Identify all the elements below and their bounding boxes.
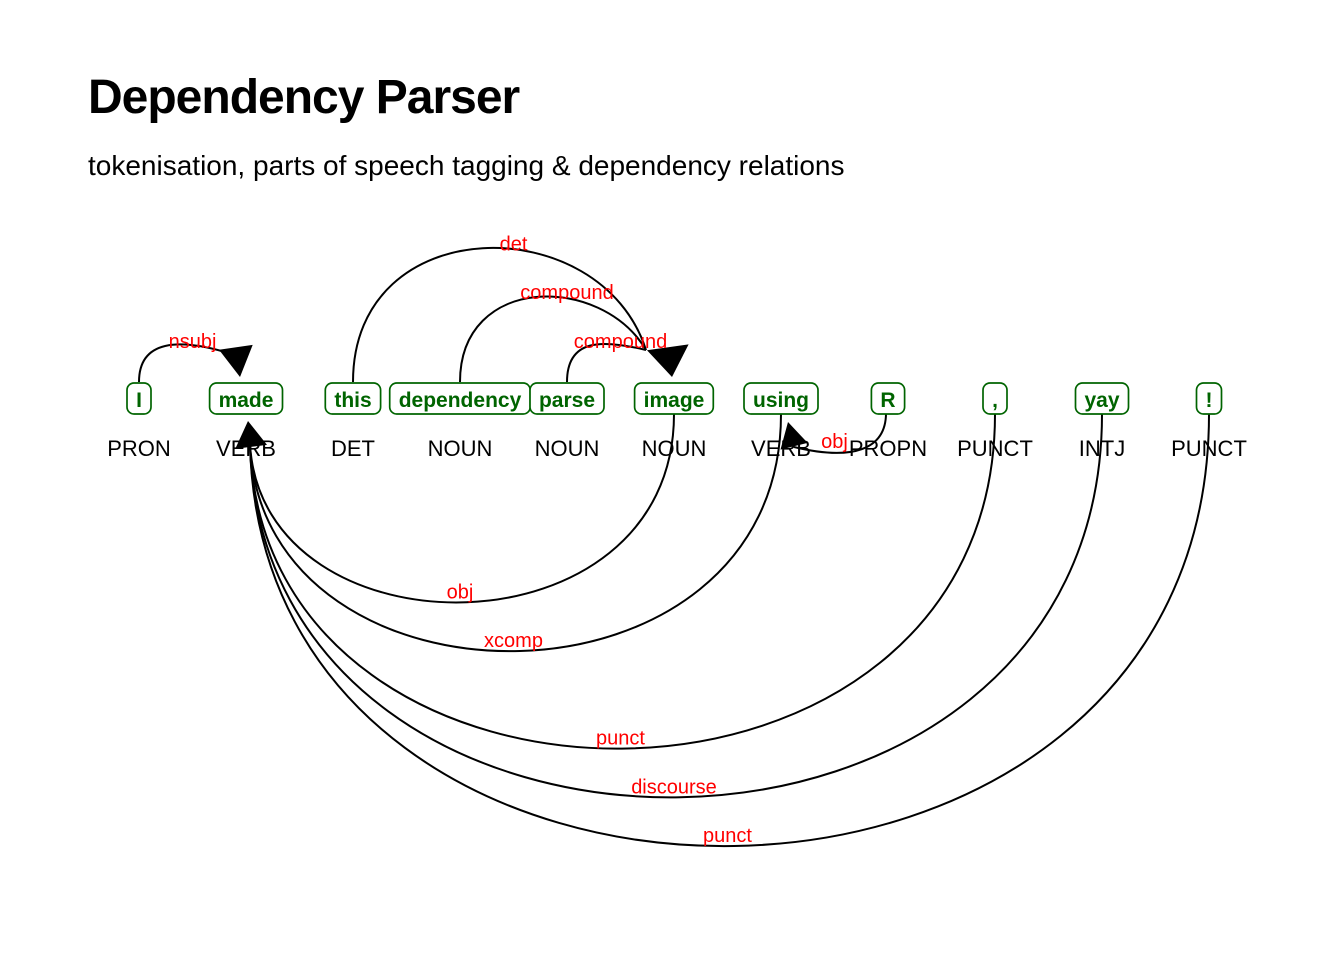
token-box xyxy=(743,382,819,415)
pos-tag: NOUN xyxy=(428,436,493,461)
token-text: R xyxy=(880,389,895,412)
pos-tag: INTJ xyxy=(1079,436,1125,461)
pos-tag: PROPN xyxy=(849,436,927,461)
pos-tag: DET xyxy=(331,436,375,461)
relation-label: compound xyxy=(520,282,613,304)
token-box xyxy=(982,382,1008,415)
relation-label: discourse xyxy=(631,776,717,798)
arc-layer xyxy=(138,247,1210,847)
arrowhead xyxy=(647,344,689,377)
relation-label: compound xyxy=(574,331,667,353)
token-box xyxy=(208,382,284,415)
token-text: parse xyxy=(539,389,595,412)
relation-label: obj xyxy=(821,431,848,453)
arrowhead xyxy=(235,421,267,449)
token-text: this xyxy=(334,389,371,412)
pos-tag: PUNCT xyxy=(1171,436,1247,461)
token-box xyxy=(633,382,715,415)
pos-tag: NOUN xyxy=(535,436,600,461)
token-text: dependency xyxy=(399,389,522,412)
dependency-arc-xcomp xyxy=(249,413,782,652)
dependency-arc-nsubj xyxy=(138,343,226,383)
token-box xyxy=(870,382,906,415)
token-text: I xyxy=(136,389,142,412)
arrowhead xyxy=(219,344,253,377)
relation-label: xcomp xyxy=(484,630,543,652)
relation-label: obj xyxy=(447,581,474,603)
dependency-arc-compound xyxy=(566,342,647,383)
pos-tag: PUNCT xyxy=(957,436,1033,461)
pos-tag: NOUN xyxy=(642,436,707,461)
token-box xyxy=(1195,382,1223,415)
token-box xyxy=(126,382,152,415)
token-text: yay xyxy=(1084,389,1119,412)
dependency-arc-obj xyxy=(249,413,675,604)
dependency-arc-discourse xyxy=(249,413,1103,799)
relation-label: punct xyxy=(703,825,752,847)
token-text: image xyxy=(644,389,705,412)
figure-subtitle: tokenisation, parts of speech tagging & … xyxy=(88,150,845,181)
dependency-arc-punct xyxy=(249,413,1210,847)
token-box xyxy=(529,382,605,415)
token-text: ! xyxy=(1206,389,1213,412)
token-text: made xyxy=(219,389,274,412)
dependency-arc-punct xyxy=(249,413,996,750)
arrowhead-layer xyxy=(219,344,808,450)
pos-tag: PRON xyxy=(107,436,171,461)
relation-label-layer: nsubj det compound compound obj xcomp obj punct… xyxy=(169,233,848,847)
dependency-arc-compound xyxy=(459,295,647,383)
token-box xyxy=(324,382,382,415)
relation-label: nsubj xyxy=(169,331,217,353)
token-text: using xyxy=(753,389,809,412)
figure-title: Dependency Parser xyxy=(88,71,520,124)
relation-label: punct xyxy=(596,728,645,750)
dependency-arc-det xyxy=(352,247,647,383)
dependency-arc-obj xyxy=(793,412,887,454)
token-box xyxy=(1074,382,1130,415)
relation-label: det xyxy=(500,233,528,255)
arrowhead xyxy=(780,422,808,450)
token-layer: IPRONmadeVERBthisDETdependencyNOUNparseN… xyxy=(107,382,1247,461)
token-text: , xyxy=(992,389,998,412)
